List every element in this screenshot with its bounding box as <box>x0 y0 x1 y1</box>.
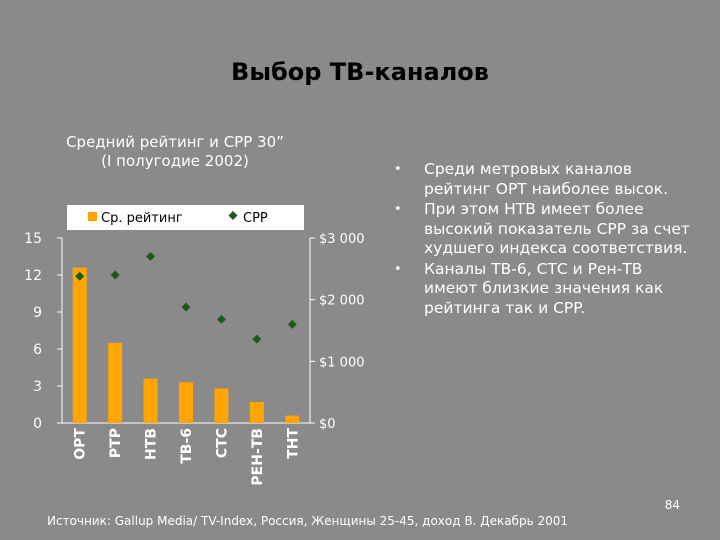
category-tick-label: СТС <box>214 428 230 458</box>
rating-bar <box>285 415 300 423</box>
left-axis-tick-label: 9 <box>33 305 42 321</box>
right-axis-tick-label: $1 000 <box>319 355 365 370</box>
category-tick-label: ТНТ <box>285 428 301 459</box>
cpp-marker <box>146 252 156 261</box>
left-axis-tick-label: 3 <box>33 379 42 395</box>
left-axis-tick-label: 6 <box>33 342 42 358</box>
chart-title-line-2: (I полугодие 2002) <box>101 152 249 170</box>
legend-box <box>67 205 304 230</box>
cpp-marker <box>287 319 297 329</box>
cpp-marker <box>216 314 226 324</box>
rating-bar <box>143 378 158 423</box>
bullet-dot-icon: • <box>394 202 402 217</box>
rating-bar <box>108 342 123 423</box>
rating-bar <box>249 402 264 423</box>
category-tick-label: ОРТ <box>73 428 89 460</box>
right-axis-tick-label: $3 000 <box>319 232 365 247</box>
chart-title-line-1: Средний рейтинг и CPP 30” <box>66 133 284 151</box>
legend-label: CPP <box>243 211 268 226</box>
bullet-item: • Каналы ТВ-6, СТС и Рен-ТВ имеют близкие… <box>392 260 692 319</box>
cpp-marker <box>75 271 85 281</box>
bullet-dot-icon: • <box>394 162 402 177</box>
cpp-marker <box>110 270 120 280</box>
bullet-text: Среди метровых каналов рейтинг ОРТ наибо… <box>424 160 669 198</box>
left-axis-tick-label: 0 <box>33 416 42 432</box>
category-tick-label: ТВ-6 <box>179 428 195 464</box>
category-tick-label: НТВ <box>144 428 160 460</box>
slide-title: Выбор ТВ-каналов <box>231 58 489 86</box>
left-axis-tick-label: 15 <box>24 231 42 247</box>
right-axis-tick-label: $0 <box>319 417 336 432</box>
rating-bar <box>179 382 193 423</box>
source-note: Источник: Gallup Media/ TV-Index, Россия… <box>47 514 568 528</box>
legend-label: Ср. рейтинг <box>101 211 183 226</box>
cpp-marker <box>181 302 191 312</box>
category-tick-label: РЕН-ТВ <box>250 428 266 486</box>
bullet-item: • При этом НТВ имеет более высокий показа… <box>392 200 692 259</box>
category-tick-label: РТР <box>108 428 124 458</box>
rating-bar <box>72 267 87 423</box>
cpp-marker <box>252 334 262 344</box>
right-axis-tick-label: $2 000 <box>319 294 365 309</box>
left-axis-tick-label: 12 <box>24 268 42 284</box>
page-number: 84 <box>664 498 680 512</box>
bullet-item: • Среди метровых каналов рейтинг ОРТ наиб… <box>392 160 692 199</box>
bullet-text: Каналы ТВ-6, СТС и Рен-ТВ имеют близкие … <box>424 259 664 317</box>
legend-swatch-bar <box>88 212 97 221</box>
chart-title: Средний рейтинг и CPP 30” (I полугодие 2… <box>40 133 310 171</box>
bullet-dot-icon: • <box>394 261 402 277</box>
rating-bar <box>214 388 229 423</box>
bullet-text: При этом НТВ имеет более высокий показат… <box>424 200 690 257</box>
bullet-list: • Среди метровых каналов рейтинг ОРТ наиб… <box>392 160 692 319</box>
legend-swatch-marker <box>228 211 238 220</box>
